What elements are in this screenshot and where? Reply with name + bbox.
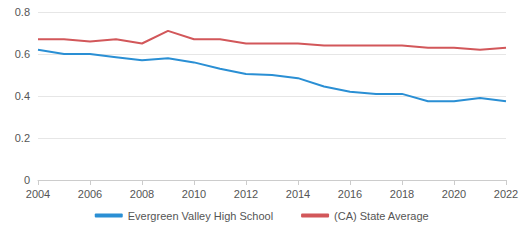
svg-text:Evergreen Valley High School: Evergreen Valley High School bbox=[128, 210, 273, 222]
svg-text:0.4: 0.4 bbox=[15, 90, 30, 102]
svg-text:2010: 2010 bbox=[182, 188, 206, 200]
svg-text:2016: 2016 bbox=[338, 188, 362, 200]
svg-text:2014: 2014 bbox=[286, 188, 310, 200]
svg-text:0.8: 0.8 bbox=[15, 6, 30, 18]
svg-text:2008: 2008 bbox=[130, 188, 154, 200]
svg-text:2004: 2004 bbox=[26, 188, 50, 200]
svg-text:0: 0 bbox=[24, 174, 30, 186]
svg-text:2018: 2018 bbox=[390, 188, 414, 200]
svg-text:2022: 2022 bbox=[494, 188, 518, 200]
svg-text:2020: 2020 bbox=[442, 188, 466, 200]
svg-text:2006: 2006 bbox=[78, 188, 102, 200]
svg-text:2012: 2012 bbox=[234, 188, 258, 200]
svg-text:0.2: 0.2 bbox=[15, 132, 30, 144]
svg-text:(CA) State Average: (CA) State Average bbox=[334, 210, 429, 222]
svg-text:0.6: 0.6 bbox=[15, 48, 30, 60]
